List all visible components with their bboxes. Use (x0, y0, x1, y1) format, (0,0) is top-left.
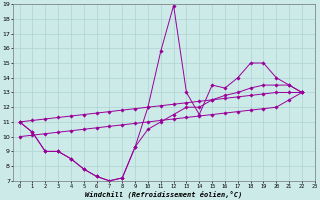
X-axis label: Windchill (Refroidissement éolien,°C): Windchill (Refroidissement éolien,°C) (85, 190, 243, 198)
